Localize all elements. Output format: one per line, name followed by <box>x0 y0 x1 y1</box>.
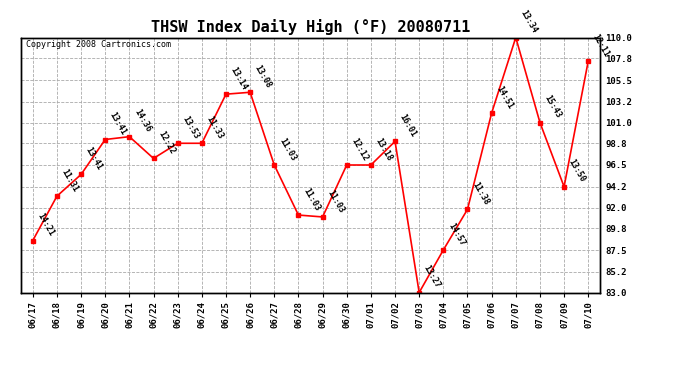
Text: 14:57: 14:57 <box>446 221 466 247</box>
Text: 14:51: 14:51 <box>495 84 515 110</box>
Text: 13:27: 13:27 <box>422 264 442 290</box>
Text: 11:03: 11:03 <box>277 136 297 162</box>
Text: 12:22: 12:22 <box>157 129 177 156</box>
Text: 13:14: 13:14 <box>229 65 249 92</box>
Text: 13:41: 13:41 <box>84 146 104 172</box>
Title: THSW Index Daily High (°F) 20080711: THSW Index Daily High (°F) 20080711 <box>151 19 470 35</box>
Text: 11:31: 11:31 <box>60 167 80 194</box>
Text: 12:11: 12:11 <box>591 32 611 58</box>
Text: 13:50: 13:50 <box>567 158 587 184</box>
Text: 13:53: 13:53 <box>181 114 201 141</box>
Text: 13:34: 13:34 <box>519 9 539 35</box>
Text: 11:03: 11:03 <box>302 186 322 212</box>
Text: Copyright 2008 Cartronics.com: Copyright 2008 Cartronics.com <box>26 40 172 49</box>
Text: 15:43: 15:43 <box>543 94 563 120</box>
Text: 14:21: 14:21 <box>36 211 56 238</box>
Text: 12:12: 12:12 <box>350 136 370 162</box>
Text: 11:03: 11:03 <box>326 188 346 214</box>
Text: 16:01: 16:01 <box>398 112 418 139</box>
Text: 13:08: 13:08 <box>253 63 273 90</box>
Text: 11:38: 11:38 <box>471 180 491 207</box>
Text: 14:36: 14:36 <box>132 108 152 134</box>
Text: 13:18: 13:18 <box>374 136 394 162</box>
Text: 13:41: 13:41 <box>108 111 128 137</box>
Text: 11:33: 11:33 <box>205 114 225 141</box>
